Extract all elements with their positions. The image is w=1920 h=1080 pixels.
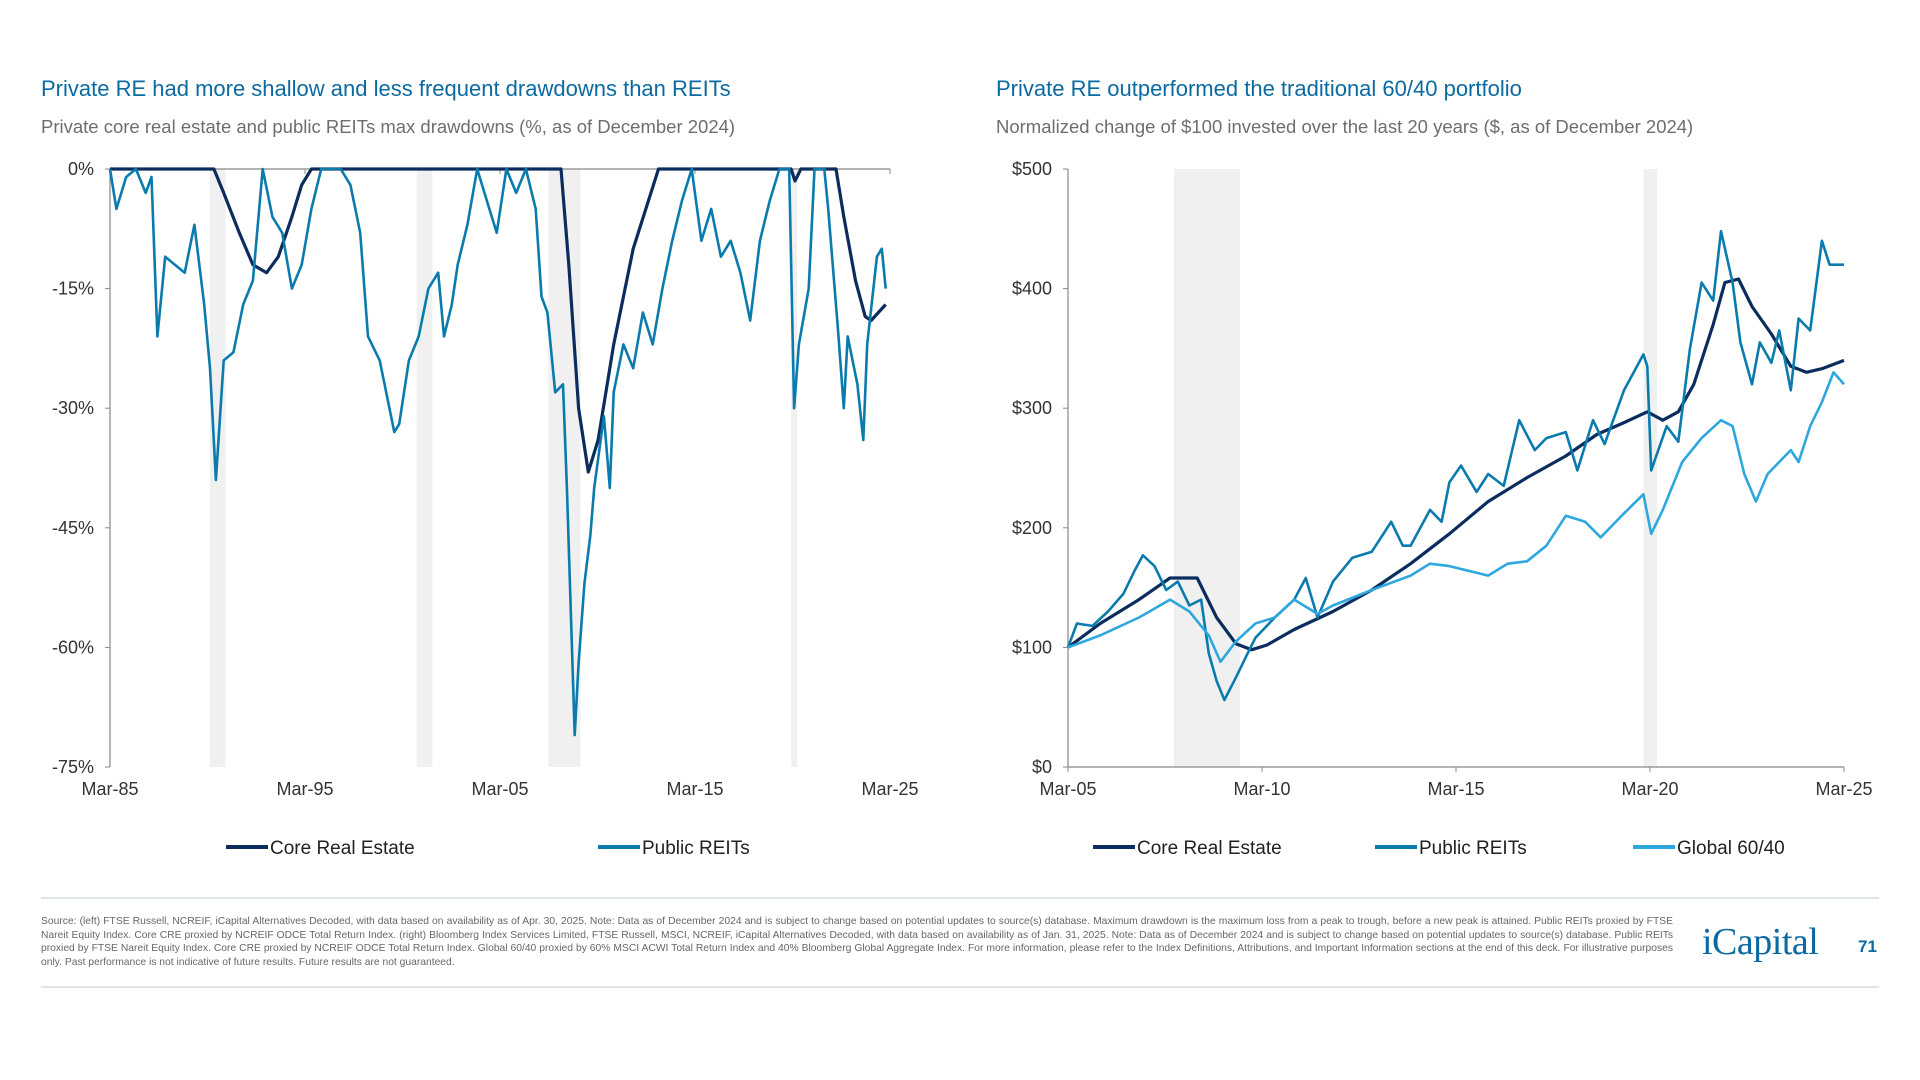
right-y-tick-label: $100 [1012,637,1052,657]
left-x-tick-label: Mar-85 [81,779,138,799]
right-x-tick-label: Mar-25 [1815,779,1872,799]
page-number: 71 [1858,937,1877,956]
left-x-tick-label: Mar-15 [666,779,723,799]
footer-divider-bottom [41,986,1879,988]
charts-canvas: 0% -15% -30% -45% -60% -75%Mar-85 Mar-95 Mar-05… [52,159,1873,859]
right-legend-label-public-reits: Public REITs [1419,838,1527,859]
icapital-logo: iCapital [1702,921,1819,963]
footer-divider-top [41,897,1879,899]
source-footnote: Source: (left) FTSE Russell, NCREIF, iCa… [41,916,1673,968]
right-chart-subtitle: Normalized change of $100 invested over … [996,116,1694,137]
left-recession-band [548,169,581,767]
right-y-tick-label: $400 [1012,279,1052,299]
left-legend-label-public-reits: Public REITs [642,838,750,859]
right-series-global-60-40 [1067,371,1845,664]
right-x-tick-label: Mar-10 [1233,779,1290,799]
left-series-public-reits [108,167,887,737]
left-y-tick-label: -15% [52,279,94,299]
right-y-tick-label: $200 [1012,518,1052,538]
right-chart-title: Private RE outperformed the traditional … [996,76,1522,101]
right-x-tick-label: Mar-15 [1427,779,1484,799]
left-x-tick-label: Mar-95 [276,779,333,799]
right-legend-label-global-60-40: Global 60/40 [1677,838,1785,859]
left-series-core-real-estate [110,167,887,474]
left-chart-title: Private RE had more shallow and less fre… [41,76,731,101]
right-y-tick-label: $500 [1012,159,1052,179]
right-x-tick-label: Mar-05 [1039,779,1096,799]
right-recession-band [1173,169,1240,767]
left-legend-label-core-real-estate: Core Real Estate [270,838,415,859]
left-x-tick-label: Mar-05 [471,779,528,799]
left-recession-band [416,169,433,767]
right-series-core-real-estate [1067,277,1845,652]
left-x-tick-label: Mar-25 [861,779,918,799]
left-recession-band [791,169,797,767]
left-y-tick-label: -60% [52,637,94,657]
left-y-tick-label: -75% [52,757,94,777]
left-chart-subtitle: Private core real estate and public REIT… [41,116,736,137]
right-y-tick-label: $0 [1032,757,1052,777]
left-y-tick-label: 0% [68,159,94,179]
right-legend-label-core-real-estate: Core Real Estate [1137,838,1282,859]
left-y-tick-label: -30% [52,398,94,418]
right-series-public-reits [1066,229,1844,702]
right-x-tick-label: Mar-20 [1621,779,1678,799]
left-y-tick-label: -45% [52,518,94,538]
right-y-tick-label: $300 [1012,398,1052,418]
